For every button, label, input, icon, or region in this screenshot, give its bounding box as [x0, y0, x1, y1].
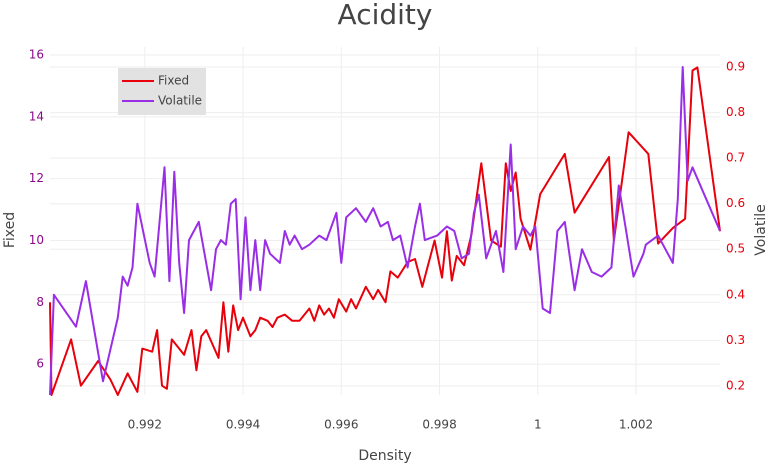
y2-tick-label: 0.5 — [726, 242, 745, 256]
y-tick-label: 6 — [36, 357, 44, 371]
line — [49, 66, 721, 396]
y-tick-label: 8 — [36, 295, 44, 309]
x-tick-label: 0.994 — [226, 418, 260, 432]
x-tick-label: 0.998 — [422, 418, 456, 432]
line — [49, 66, 721, 396]
chart-title: Acidity — [338, 0, 433, 31]
x-axis-label: Density — [358, 448, 411, 464]
x-tick-label: 0.992 — [128, 418, 162, 432]
legend: Fixed Volatile — [118, 68, 206, 115]
y2-tick-label: 0.4 — [726, 287, 745, 301]
x-tick-label: 1 — [534, 418, 542, 432]
y2-tick-label: 0.2 — [726, 378, 745, 392]
legend-label: Fixed — [158, 74, 189, 88]
y2-tick-label: 0.8 — [726, 105, 745, 119]
x-tick-label: 1.002 — [619, 418, 653, 432]
x-tick-label: 0.996 — [324, 418, 358, 432]
y2-tick-label: 0.3 — [726, 333, 745, 347]
legend-box — [118, 68, 206, 115]
y-tick-label: 10 — [29, 233, 44, 247]
y2-tick-label: 0.6 — [726, 196, 745, 210]
y2-tick-label: 0.7 — [726, 151, 745, 165]
y2-tick-label: 0.9 — [726, 60, 745, 74]
y-tick-label: 16 — [29, 48, 44, 62]
y-tick-label: 14 — [29, 109, 44, 123]
legend-label: Volatile — [158, 94, 202, 108]
y-tick-label: 12 — [29, 171, 44, 185]
y2-axis-label: Volatile — [753, 204, 769, 255]
y-axis-label: Fixed — [2, 212, 18, 248]
